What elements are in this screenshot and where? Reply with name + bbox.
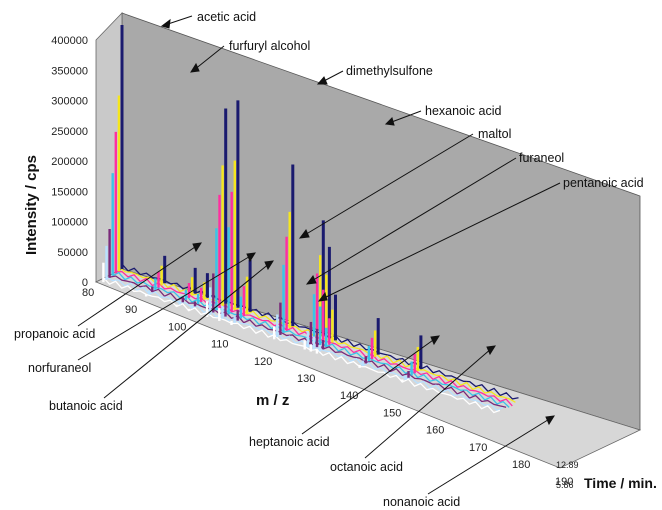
annotation-label: pentanoic acid bbox=[563, 176, 644, 190]
annotation-arrowhead bbox=[545, 415, 555, 426]
x-tick-label: 190 bbox=[555, 476, 573, 488]
y-tick-label: 150000 bbox=[51, 186, 88, 198]
annotation-label: butanoic acid bbox=[49, 399, 123, 413]
annotation-arrowhead bbox=[246, 252, 256, 263]
y-tick-label: 0 bbox=[82, 277, 88, 289]
time-tick-label: 12.89 bbox=[556, 460, 579, 470]
annotation-arrowhead bbox=[160, 18, 171, 29]
annotation-arrowhead bbox=[264, 260, 274, 271]
x-tick-label: 170 bbox=[469, 442, 487, 454]
y-axis-ticks: 0 50000 100000 150000 200000 250000 300000 3500… bbox=[51, 35, 88, 289]
annotation-arrow bbox=[77, 254, 253, 361]
x-tick-label: 120 bbox=[254, 356, 272, 368]
annotation-label: propanoic acid bbox=[14, 327, 95, 341]
annotation-label: acetic acid bbox=[197, 10, 256, 24]
annotation-arrowhead bbox=[316, 76, 328, 85]
annotation-label: furaneol bbox=[519, 151, 564, 165]
y-tick-label: 250000 bbox=[51, 126, 88, 138]
y-tick-label: 400000 bbox=[51, 35, 88, 47]
y-tick-label: 100000 bbox=[51, 217, 88, 229]
y-tick-label: 200000 bbox=[51, 156, 88, 168]
x-tick-label: 150 bbox=[383, 407, 401, 419]
annotation-layer: acetic acid furfuryl alcohol dimethylsul… bbox=[14, 10, 644, 509]
annotation-arrow bbox=[77, 244, 199, 327]
annotation-label: nonanoic acid bbox=[383, 495, 460, 509]
annotation-arrowhead bbox=[384, 117, 395, 126]
annotation-arrowhead bbox=[430, 335, 440, 346]
annotation-label: furfuryl alcohol bbox=[229, 39, 310, 53]
annotation-label: dimethylsulfone bbox=[346, 64, 433, 78]
annotation-arrowhead bbox=[317, 291, 328, 302]
y-tick-label: 350000 bbox=[51, 65, 88, 77]
annotation-arrowhead bbox=[486, 345, 496, 356]
z-axis-title: Time / min. bbox=[584, 475, 657, 491]
x-tick-label: 100 bbox=[168, 321, 186, 333]
annotation-label: octanoic acid bbox=[330, 460, 403, 474]
annotation-label: maltol bbox=[478, 127, 511, 141]
annotation-arrow bbox=[321, 182, 561, 300]
annotation-label: heptanoic acid bbox=[249, 435, 330, 449]
arrow-layer bbox=[77, 15, 561, 495]
x-tick-label: 110 bbox=[211, 339, 229, 351]
annotation-arrowhead bbox=[192, 242, 202, 253]
annotation-label: hexanoic acid bbox=[425, 104, 501, 118]
x-axis-ticks: 80 90 100 110 120 130 140 150 160 170 180 190 bbox=[82, 287, 573, 488]
annotation-label: norfuraneol bbox=[28, 361, 91, 375]
x-tick-label: 80 bbox=[82, 287, 94, 299]
annotation-arrow bbox=[301, 337, 437, 435]
time-slice-baseline bbox=[102, 276, 501, 414]
y-tick-label: 300000 bbox=[51, 96, 88, 108]
x-tick-label: 90 bbox=[125, 304, 137, 316]
y-tick-label: 50000 bbox=[57, 247, 88, 259]
annotation-arrow bbox=[302, 133, 474, 237]
x-tick-label: 130 bbox=[297, 373, 315, 385]
x-axis-title: m / z bbox=[256, 392, 289, 409]
annotation-arrow bbox=[388, 110, 422, 124]
annotation-arrow bbox=[427, 417, 552, 495]
x-tick-label: 140 bbox=[340, 390, 358, 402]
y-axis-title: Intensity / cps bbox=[23, 155, 40, 255]
annotation-arrowhead bbox=[298, 229, 310, 239]
annotation-arrow bbox=[309, 157, 517, 283]
annotation-arrow bbox=[364, 347, 493, 459]
annotation-arrow bbox=[193, 45, 225, 71]
peaks-layer bbox=[102, 25, 519, 414]
annotation-arrowhead bbox=[190, 62, 200, 73]
time-tick-label: 5.86 bbox=[556, 480, 574, 490]
x-tick-label: 160 bbox=[426, 425, 444, 437]
x-tick-label: 180 bbox=[512, 459, 530, 471]
annotation-arrowhead bbox=[305, 275, 317, 285]
annotation-arrow bbox=[103, 262, 271, 399]
